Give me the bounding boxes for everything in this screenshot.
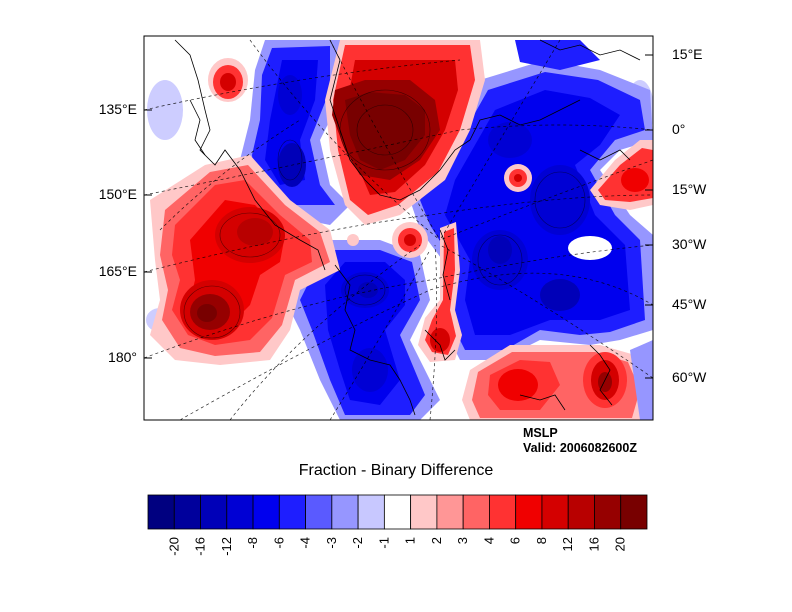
- lon-label-left: 180°: [108, 349, 137, 365]
- lon-label-right: 45°W: [672, 296, 707, 312]
- lon-label-right: 60°W: [672, 369, 707, 385]
- lon-label-right: 0°: [672, 121, 686, 137]
- lon-label-right: 15°E: [672, 46, 703, 62]
- difference-field: [144, 36, 653, 420]
- valid-label: Valid: 2006082600Z: [523, 441, 637, 455]
- negative-anomaly-south: [285, 240, 440, 420]
- contour-lines: [183, 89, 586, 339]
- chart-title: Fraction - Binary Difference: [298, 462, 494, 479]
- right-ticks: [645, 54, 653, 379]
- positive-anomaly-west: [150, 155, 340, 365]
- map-border: [143, 35, 654, 421]
- coastlines: [174, 39, 641, 416]
- lon-label-left: 165°E: [98, 263, 137, 279]
- negative-anomaly-ne: [515, 40, 600, 70]
- lon-label-right: 15°W: [672, 181, 707, 197]
- lon-label-left: 150°E: [98, 186, 137, 202]
- graticule: [144, 39, 653, 420]
- variable-label: MSLP: [523, 426, 558, 440]
- positive-anomaly-east: [504, 140, 653, 260]
- positive-anomaly-center: [347, 222, 428, 258]
- positive-anomaly-nw: [208, 58, 248, 102]
- left-ticks: [144, 109, 152, 359]
- lon-label-right: 30°W: [672, 236, 707, 252]
- lon-label-left: 135°E: [98, 101, 137, 117]
- positive-anomaly-streak: [418, 222, 462, 362]
- positive-anomaly-north: [325, 40, 485, 225]
- valid-time-block: MSLP Valid: 2006082600Z: [523, 426, 637, 456]
